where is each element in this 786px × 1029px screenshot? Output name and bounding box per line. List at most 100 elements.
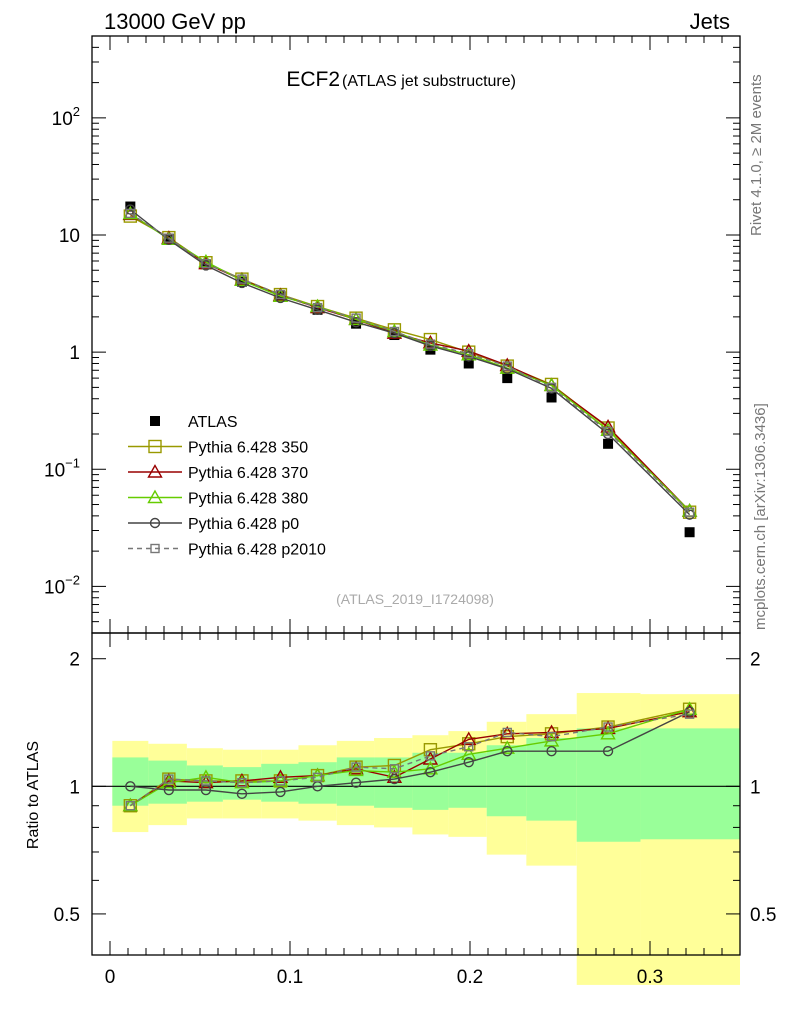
legend-marker — [150, 543, 160, 554]
ratio-ytick-label-right: 1 — [750, 777, 761, 798]
ratio-series-point — [275, 776, 286, 786]
main-series-point — [464, 348, 474, 359]
ratio-series-point — [543, 724, 560, 739]
chart-title: ECF2 — [286, 68, 340, 91]
ratio-series-point — [163, 784, 175, 796]
main-series-point — [351, 313, 361, 323]
ratio-series-point — [463, 757, 474, 768]
ratio-series-point — [600, 725, 616, 740]
ratio-series-point — [161, 774, 177, 789]
legend-label: Pythia 6.428 370 — [188, 465, 308, 482]
main-series-point — [164, 233, 174, 243]
main-series-point — [200, 259, 211, 270]
ratio-band-stat — [486, 745, 527, 817]
ratio-series-point — [237, 777, 247, 788]
main-series-point — [546, 382, 557, 393]
ratio-series-point — [351, 762, 361, 772]
ratio-series-point — [422, 760, 439, 775]
ratio-series-point — [236, 788, 248, 800]
main-series-point — [502, 361, 512, 371]
main-series-point — [463, 358, 474, 369]
ratio-series-point — [461, 731, 477, 746]
main-ytick-label: 10−2 — [44, 572, 80, 598]
ratio-series-point — [312, 772, 323, 783]
ratio-series-point — [234, 772, 250, 787]
ratio-band-stat — [186, 765, 223, 802]
ratio-series-point — [423, 743, 438, 757]
legend-marker — [150, 416, 160, 426]
main-ytick-label: 10−1 — [44, 455, 80, 481]
main-series-point — [236, 276, 247, 287]
ratio-series-point — [502, 727, 512, 738]
ratio-ylabel: Ratio to ATLAS — [25, 741, 42, 849]
ratio-ytick-label-left: 2 — [69, 650, 80, 671]
main-series-point — [125, 208, 136, 219]
ratio-plot: 0 0.1 0.2 0.3 0.5 0.5 1 1 2 2 — [54, 632, 776, 988]
legend-label: Pythia 6.428 380 — [188, 491, 308, 508]
ratio-series-point — [348, 762, 364, 777]
main-series-point — [389, 326, 400, 337]
ratio-ytick-label-left: 1 — [69, 777, 80, 798]
ratio-series-point — [125, 801, 136, 811]
ratio-series-point — [603, 722, 613, 732]
ratio-xtick-label: 0.3 — [637, 967, 663, 988]
main-series-point — [425, 339, 436, 349]
chart-subtitle: (ATLAS jet substructure) — [342, 73, 516, 90]
ratio-series-point — [546, 731, 557, 742]
main-series-point — [502, 373, 513, 384]
ratio-ytick-label-right: 2 — [750, 650, 761, 671]
ratio-band-stat — [222, 767, 262, 800]
legend-label: Pythia 6.428 p0 — [188, 516, 299, 533]
ratio-band-stat — [448, 752, 487, 808]
ratio-series-point — [309, 767, 326, 782]
ratio-ytick-label-right: 0.5 — [750, 905, 776, 926]
ratio-series-point — [425, 766, 436, 778]
main-ytick-label: 10 — [59, 226, 80, 247]
main-series-point — [682, 505, 697, 519]
main-ytick-label: 102 — [52, 104, 80, 130]
rivet-label: Rivet 4.1.0, ≥ 2M events — [748, 74, 765, 236]
ratio-series-point — [546, 746, 557, 757]
ratio-series-point — [386, 764, 403, 778]
ratio-series-point — [350, 777, 362, 788]
ratio-band-stat — [526, 738, 577, 821]
legend-marker — [147, 464, 163, 478]
main-series-point — [312, 302, 323, 313]
legend-marker — [147, 489, 163, 504]
ratio-series-point — [684, 709, 695, 719]
ratio-series-point — [544, 727, 559, 741]
main-series-point — [201, 258, 211, 269]
ratio-series-point — [602, 746, 614, 757]
analysis-label: (ATLAS_2019_I1724098) — [336, 591, 494, 607]
ratio-band-stat — [640, 728, 740, 840]
ratio-series-point — [425, 751, 436, 761]
ratio-series-line — [129, 708, 690, 807]
main-series-point — [684, 507, 695, 517]
ratio-series-point — [125, 781, 136, 792]
ratio-series-point — [275, 786, 286, 798]
main-series-point — [198, 253, 214, 268]
legend-label: ATLAS — [188, 414, 238, 431]
ratio-series-line — [130, 711, 690, 795]
header-right: Jets — [690, 9, 730, 34]
ratio-series-point — [272, 772, 289, 787]
main-series-point — [237, 274, 247, 284]
ratio-series-point — [348, 760, 364, 775]
ratio-series-point — [164, 774, 174, 784]
ratio-xtick-label: 0 — [105, 967, 116, 988]
ratio-series-point — [234, 774, 250, 789]
ratio-ytick-label-left: 0.5 — [54, 905, 80, 926]
ratio-series-point — [389, 773, 400, 785]
legend-marker — [148, 439, 162, 454]
ratio-series-point — [502, 746, 513, 757]
ratio-series-point — [389, 764, 400, 774]
main-series-line — [129, 212, 691, 513]
ratio-series-point — [201, 776, 211, 786]
legend-label: Pythia 6.428 p2010 — [188, 542, 326, 559]
ratio-series-line — [129, 713, 690, 807]
ratio-xtick-label: 0.1 — [277, 967, 303, 988]
main-series-point — [600, 418, 616, 433]
ratio-xtick-label: 0.2 — [457, 967, 483, 988]
legend-marker — [149, 517, 161, 529]
